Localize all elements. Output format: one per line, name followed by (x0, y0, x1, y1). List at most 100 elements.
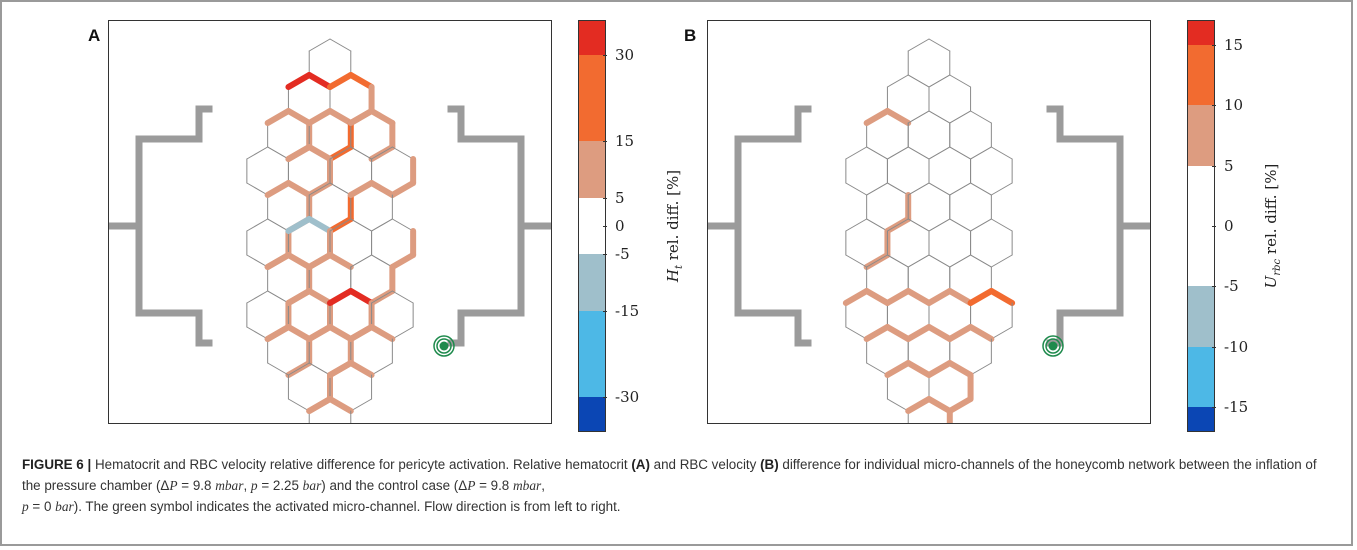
micro-channel (886, 398, 909, 412)
micro-channel (306, 144, 333, 162)
panel-letter-a: A (88, 26, 101, 45)
feeder-pipe (1056, 105, 1124, 230)
micro-channel (928, 218, 951, 232)
colorbar-tick-label: 15 (1224, 36, 1244, 55)
colorbar-tick (603, 197, 607, 199)
colorbar-tick (603, 55, 607, 57)
micro-channel (886, 182, 909, 196)
micro-channel (946, 324, 974, 342)
micro-channel (391, 218, 414, 232)
colorbar-bin (1188, 45, 1214, 106)
micro-channel (907, 146, 930, 160)
feeder-pipe (734, 105, 802, 230)
micro-channel (928, 74, 951, 88)
micro-channel (946, 396, 974, 414)
micro-channel (990, 326, 1013, 340)
micro-channel (842, 288, 870, 306)
micro-channel (907, 110, 930, 124)
micro-channel (886, 218, 909, 232)
panel-letter-b: B (684, 26, 697, 45)
micro-channel (884, 324, 912, 342)
micro-channel (845, 182, 868, 196)
colorbar-bin (1188, 346, 1214, 407)
micro-channel (267, 218, 289, 232)
colorbar-tick-label: 15 (615, 131, 635, 150)
colorbar-tick (603, 311, 607, 313)
colorbar-tick-label: -15 (1224, 397, 1249, 416)
micro-channel (285, 180, 313, 198)
feeder-pipe (457, 105, 525, 230)
micro-channel (946, 288, 974, 306)
micro-channel (306, 288, 333, 306)
micro-channel (866, 218, 888, 232)
micro-channel (863, 288, 891, 306)
micro-channel (884, 288, 912, 306)
micro-channel (845, 326, 868, 340)
micro-channel (967, 288, 995, 306)
colorbar-tick-label: -5 (1224, 277, 1239, 296)
feeder-pipe (457, 222, 525, 347)
colorbar-tick (1212, 346, 1216, 348)
micro-channel (970, 218, 992, 232)
colorbar-tick (603, 140, 607, 142)
micro-channel (350, 398, 373, 412)
micro-channel (267, 362, 289, 376)
micro-channel (287, 398, 310, 412)
colorbar-tick-label: -5 (615, 245, 630, 264)
micro-channel (329, 146, 352, 160)
micro-channel (845, 218, 868, 232)
micro-channel (306, 252, 333, 270)
micro-channel (863, 108, 891, 126)
feeder-pipe (1056, 222, 1124, 347)
micro-channel (264, 108, 292, 126)
micro-channel (967, 324, 995, 342)
micro-channel (845, 146, 868, 160)
colorbar-tick-label: 5 (1224, 156, 1234, 175)
micro-channel (285, 288, 313, 306)
micro-channel (990, 218, 1013, 232)
colorbar-tick (1212, 286, 1216, 288)
micro-channel (308, 38, 331, 52)
micro-channel (347, 360, 375, 378)
colorbar-tick-label: 0 (615, 217, 625, 235)
micro-channel (347, 108, 375, 126)
micro-channel (866, 146, 888, 160)
micro-channel (308, 182, 331, 196)
micro-channel (371, 146, 393, 160)
colorbar-tick-label: -15 (615, 302, 640, 321)
micro-channel (327, 72, 354, 90)
colorbar-bin (1188, 165, 1214, 287)
colorbar-tick-label: -30 (615, 387, 640, 406)
micro-channel (246, 254, 269, 268)
micro-channel (391, 290, 414, 304)
colorbar-tick (1212, 226, 1216, 227)
micro-channel (990, 254, 1013, 268)
micro-channel (866, 182, 888, 196)
micro-channel (285, 324, 313, 342)
colorbar-bin (579, 21, 605, 56)
micro-channel (926, 396, 953, 414)
colorbar-tick (1212, 105, 1216, 107)
feeder-pipe (135, 222, 203, 347)
micro-channel (905, 324, 932, 342)
micro-channel (845, 254, 868, 268)
micro-channel (246, 326, 269, 340)
colorbar-tick (1212, 406, 1216, 408)
colorbar-bin (579, 197, 605, 255)
micro-channel (285, 72, 313, 90)
micro-channel (371, 362, 393, 376)
micro-channel (990, 182, 1013, 196)
micro-channel (907, 182, 930, 196)
micro-channel (368, 324, 396, 342)
micro-channel (907, 38, 930, 52)
micro-channel (907, 74, 930, 88)
micro-channel (306, 108, 333, 126)
micro-channel (347, 72, 375, 90)
colorbar-tick (1212, 45, 1216, 47)
feeder-pipe (135, 105, 203, 230)
micro-channel (946, 360, 974, 378)
micro-channel (928, 182, 951, 196)
colorbar-a-label: Ht rel. diff. [%] (664, 169, 685, 283)
micro-channel (350, 254, 373, 268)
